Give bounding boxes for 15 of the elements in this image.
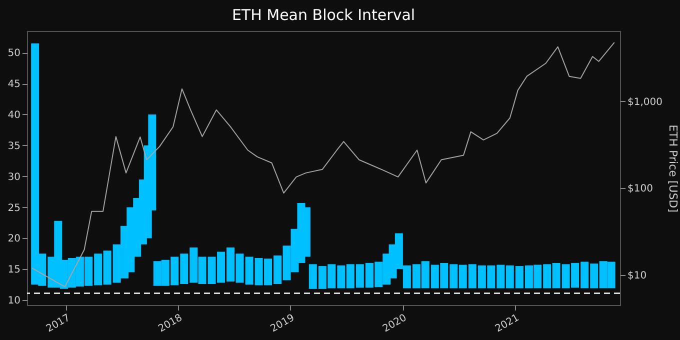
y-tick-label: 15 xyxy=(8,264,20,276)
y-tick-label: 40 xyxy=(8,110,20,121)
y2-tick-label: $10 xyxy=(628,270,647,282)
line-series xyxy=(32,42,615,288)
chart-title: ETH Mean Block Interval xyxy=(232,6,416,24)
y-tick-label: 35 xyxy=(8,140,20,152)
y-tick-label: 10 xyxy=(8,296,20,307)
y-tick-label: 25 xyxy=(8,202,20,214)
y-tick-label: 50 xyxy=(8,48,20,60)
y-tick-label: 30 xyxy=(8,172,20,183)
y2-tick-label: $100 xyxy=(628,184,653,195)
y-tick-label: 45 xyxy=(8,79,20,90)
y2-tick-label: $1,000 xyxy=(628,96,662,108)
y2-axis-title: ETH Price [USD] xyxy=(666,124,680,212)
y-tick-label: 20 xyxy=(8,234,20,245)
